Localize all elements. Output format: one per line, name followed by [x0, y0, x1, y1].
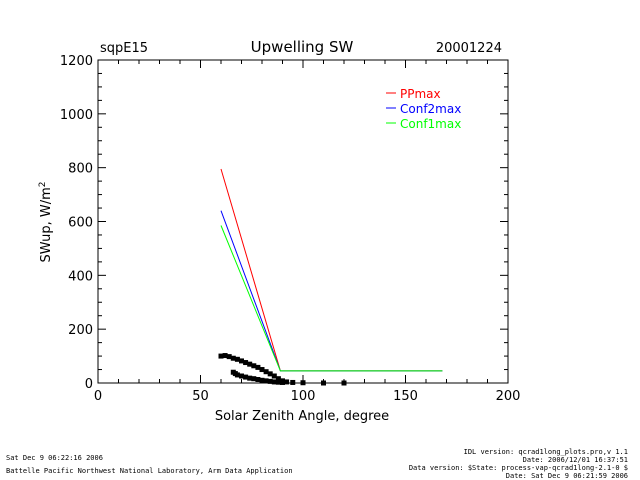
measurement-point	[300, 380, 306, 386]
y-tick-label: 200	[68, 323, 93, 338]
measurement-point	[263, 369, 269, 375]
y-tick-label: 800	[68, 162, 93, 177]
site-label: sqpE15	[100, 41, 148, 56]
measurement-point	[267, 378, 273, 384]
measurement-point	[247, 361, 253, 367]
measurement-point	[290, 379, 296, 385]
measurement-point	[280, 379, 285, 385]
axes: 0 50 100 150 200 0 200 400 600 800 1000 1200	[60, 54, 521, 404]
footer-data-date: Date: Sat Dec 9 06:21:59 2006	[505, 472, 628, 480]
date-label: 20001224	[436, 41, 502, 56]
measurement-point	[239, 358, 244, 364]
measurement-point	[321, 380, 326, 386]
measurement-point	[275, 379, 281, 385]
measurement-point	[218, 353, 224, 359]
measurement-point	[271, 373, 277, 379]
x-tick-label: 200	[496, 389, 521, 404]
measurement-point	[226, 354, 232, 360]
measurement-point	[255, 364, 261, 370]
measurement-point	[259, 377, 265, 383]
series-line-conf1max	[220, 225, 443, 372]
measurement-point	[239, 373, 244, 379]
x-tick-label: 150	[393, 389, 418, 404]
y-axis-label-superscript: 2	[38, 181, 48, 187]
measurement-point	[247, 375, 253, 381]
y-axis-label: SWup, W/m2	[38, 181, 54, 262]
measurement-point	[234, 356, 240, 362]
measurement-point	[267, 371, 273, 377]
y-tick-label: 1200	[60, 54, 93, 69]
series-line-ppmax	[220, 168, 443, 372]
measurement-point	[222, 353, 228, 359]
measurement-points	[218, 353, 347, 386]
footer-organization: Battelle Pacific Northwest National Labo…	[6, 467, 293, 475]
measurement-point	[251, 376, 257, 382]
y-tick-label: 400	[68, 269, 93, 284]
footer-data-version: Data version: $State: process-vap-qcrad1…	[408, 464, 628, 472]
x-tick-label: 50	[192, 389, 209, 404]
y-axis-label-text: SWup, W/m	[39, 187, 54, 262]
measurement-point	[230, 355, 236, 361]
measurement-point	[243, 360, 249, 366]
measurement-point	[259, 367, 265, 373]
measurement-point	[263, 378, 269, 384]
footer-idl-version: IDL version: qcrad1long_plots.pro,v 1.1	[463, 448, 628, 456]
series-group	[220, 168, 443, 372]
measurement-point	[251, 363, 257, 369]
x-tick-label: 100	[291, 389, 316, 404]
x-tick-label: 0	[94, 389, 102, 404]
y-tick-label: 0	[85, 377, 93, 392]
legend-label: Conf1max	[400, 117, 461, 131]
y-tick-label: 600	[68, 216, 93, 231]
measurement-point	[255, 377, 261, 383]
legend-label: Conf2max	[400, 102, 461, 116]
measurement-point	[275, 376, 281, 382]
measurement-point	[341, 380, 347, 386]
measurement-point	[234, 372, 240, 378]
measurement-point	[243, 374, 249, 380]
legend-label: PPmax	[400, 87, 441, 101]
y-tick-label: 1000	[60, 108, 93, 123]
measurement-point	[271, 379, 277, 385]
measurement-point	[284, 379, 290, 385]
footer-program-date: Date: 2006/12/01 16:37:51	[522, 456, 628, 464]
footer-timestamp: Sat Dec 9 06:22:16 2006	[6, 454, 103, 462]
series-line-conf2max	[220, 210, 443, 372]
chart-title: Upwelling SW	[251, 38, 354, 56]
x-axis-label: Solar Zenith Angle, degree	[215, 409, 389, 424]
